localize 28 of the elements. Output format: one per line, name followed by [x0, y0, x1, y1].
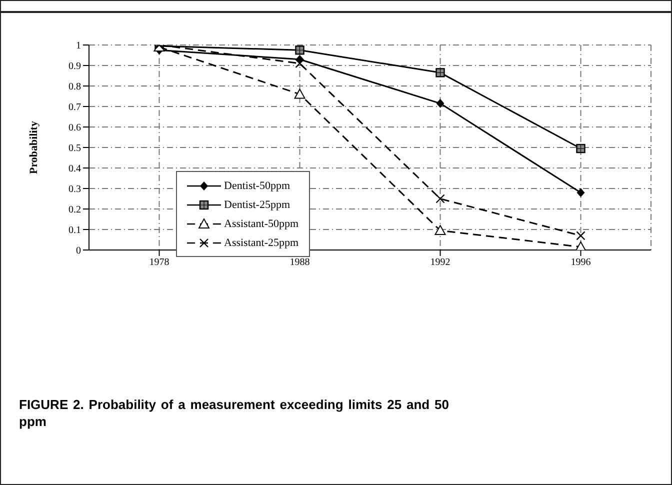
legend-label: Dentist-25ppm: [224, 198, 290, 210]
point: [294, 88, 306, 99]
y-tick-label: 0.5: [68, 143, 81, 154]
legend-label: Assistant-50ppm: [224, 218, 299, 230]
y-axis-title: Probability: [28, 120, 40, 174]
point: [576, 231, 586, 240]
y-tick-label: 0.4: [68, 164, 81, 175]
y-tick-label: 0.3: [68, 184, 81, 196]
legend-label: Assistant-25ppm: [224, 236, 299, 248]
y-tick-label: 0: [76, 246, 81, 257]
x-tick-label: 1992: [430, 257, 450, 268]
point: [576, 188, 585, 198]
point: [434, 225, 446, 236]
caption: FIGURE 2. Probability of a measurement exceeding limits 25 and 50 ppm: [19, 396, 449, 430]
y-tick-label: 0.6: [68, 122, 81, 134]
y-tick-label: 0.7: [68, 102, 81, 114]
y-tick-label: 1: [76, 40, 81, 52]
y-tick-label: 0.8: [68, 82, 81, 93]
point: [436, 194, 445, 204]
y-tick-label: 0.1: [68, 225, 81, 236]
x-tick-label: 1978: [149, 257, 170, 268]
legend-label: Dentist-50ppm: [224, 180, 290, 192]
x-tick-label: 1996: [570, 257, 591, 268]
x-tick-label: 1988: [290, 257, 310, 268]
point: [436, 98, 444, 108]
y-tick-label: 0.2: [68, 204, 81, 216]
point: [295, 58, 304, 68]
y-tick-label: 0.9: [68, 61, 81, 72]
